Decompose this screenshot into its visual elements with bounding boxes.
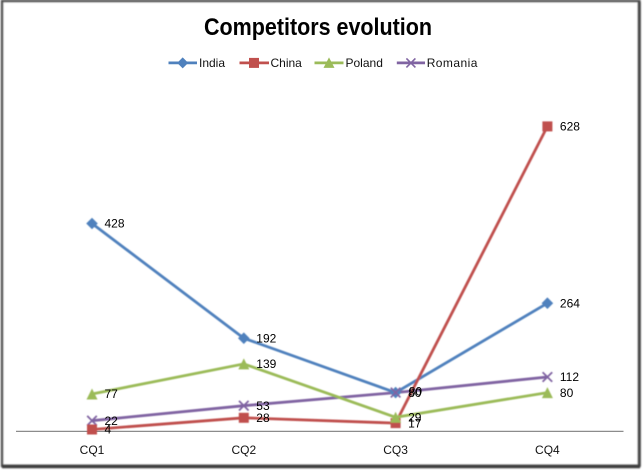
svg-text:CQ4: CQ4 [535,443,560,457]
svg-text:Poland: Poland [346,56,383,70]
svg-text:628: 628 [560,120,580,134]
svg-text:Romania: Romania [427,56,478,70]
svg-text:192: 192 [256,331,276,345]
svg-text:India: India [199,56,225,70]
svg-text:China: China [271,56,303,70]
svg-text:28: 28 [256,411,270,425]
svg-text:77: 77 [105,387,119,401]
svg-text:22: 22 [105,414,119,428]
svg-text:4: 4 [105,423,112,437]
svg-text:80: 80 [560,386,574,400]
svg-text:CQ2: CQ2 [231,443,256,457]
svg-text:53: 53 [256,399,270,413]
svg-text:139: 139 [256,357,276,371]
svg-text:428: 428 [105,217,125,231]
svg-text:CQ1: CQ1 [80,443,105,457]
svg-text:264: 264 [560,296,580,310]
svg-text:29: 29 [408,411,422,425]
svg-text:112: 112 [560,370,579,384]
svg-text:Competitors evolution: Competitors evolution [204,14,432,41]
svg-text:CQ3: CQ3 [383,443,408,457]
svg-text:80: 80 [408,386,422,400]
svg-text:17: 17 [408,416,422,430]
svg-text:80: 80 [409,385,423,399]
